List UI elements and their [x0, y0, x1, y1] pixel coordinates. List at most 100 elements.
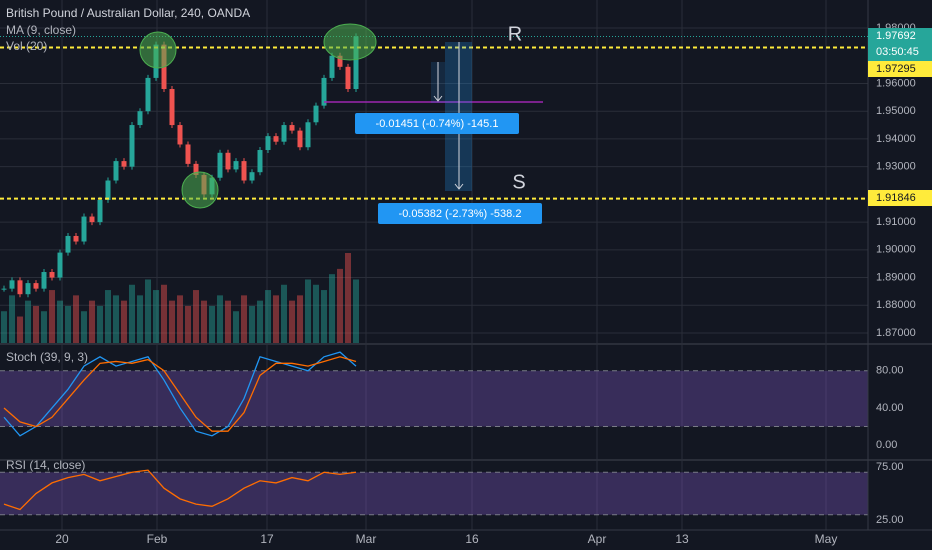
- countdown-label: 03:50:45: [876, 46, 919, 58]
- volume-bar: [145, 279, 151, 343]
- volume-bar: [233, 311, 239, 343]
- stoch-legend: Stoch (39, 9, 3): [6, 350, 88, 364]
- price-tick-label: 1.87000: [876, 327, 916, 339]
- candle-body: [49, 272, 55, 278]
- candle-body: [9, 280, 15, 289]
- candle-body: [345, 66, 351, 90]
- time-tick-label: 13: [675, 532, 689, 546]
- candle-body: [97, 199, 103, 223]
- candle-body: [17, 280, 23, 295]
- candle-body: [105, 180, 111, 200]
- candle-body: [329, 55, 335, 78]
- measure-label-box: [378, 203, 542, 224]
- candle-body: [193, 163, 199, 175]
- volume-bar: [265, 290, 271, 343]
- volume-bar: [257, 300, 263, 343]
- indicator-tick-label: 25.00: [876, 514, 904, 526]
- pane-divider: [0, 459, 932, 461]
- volume-bar: [225, 300, 231, 343]
- time-tick-label: May: [815, 532, 838, 546]
- volume-bar: [193, 290, 199, 343]
- volume-bar: [185, 305, 191, 343]
- volume-bar: [329, 274, 335, 343]
- candle-body: [257, 150, 263, 173]
- volume-bar: [305, 279, 311, 343]
- volume-bar: [281, 284, 287, 343]
- candle-body: [321, 77, 327, 106]
- volume-bar: [49, 290, 55, 343]
- ma-legend: MA (9, close): [6, 23, 76, 37]
- price-tick-label: 1.90000: [876, 244, 916, 256]
- volume-bar: [249, 305, 255, 343]
- symbol-title: British Pound / Australian Dollar, 240, …: [6, 6, 250, 20]
- volume-bar: [17, 316, 23, 343]
- volume-bar: [313, 284, 319, 343]
- price-badge-label: 1.97692: [876, 30, 916, 42]
- volume-bar: [241, 295, 247, 343]
- volume-bar: [81, 311, 87, 343]
- volume-bar: [33, 305, 39, 343]
- candle-body: [217, 152, 223, 178]
- pane-divider: [0, 343, 932, 345]
- highlight-circle: [323, 23, 377, 61]
- candle-body: [305, 122, 311, 148]
- highlight-circle: [139, 31, 177, 69]
- candle-body: [121, 161, 127, 167]
- candle-body: [297, 130, 303, 148]
- volume-bar: [201, 300, 207, 343]
- candle-body: [169, 89, 175, 126]
- volume-bar: [1, 311, 7, 343]
- candle-body: [313, 105, 319, 123]
- volume-bar: [153, 290, 159, 343]
- indicator-line: [3, 356, 357, 432]
- candle-body: [233, 161, 239, 170]
- price-tick-label: 1.91000: [876, 216, 916, 228]
- indicator-tick-label: 40.00: [876, 402, 904, 414]
- time-tick-label: 17: [260, 532, 274, 546]
- volume-bar: [89, 300, 95, 343]
- volume-bar: [209, 305, 215, 343]
- band-fill: [0, 472, 868, 515]
- candle-body: [225, 152, 231, 170]
- indicator-line: [3, 469, 357, 511]
- volume-bar: [97, 305, 103, 343]
- volume-bar: [25, 300, 31, 343]
- volume-bar: [129, 284, 135, 343]
- band-fill: [0, 370, 868, 427]
- indicator-tick-label: 80.00: [876, 365, 904, 377]
- candle-body: [73, 235, 79, 242]
- price-badge-label: 1.97295: [876, 63, 916, 75]
- candle-body: [185, 144, 191, 164]
- volume-bar: [57, 300, 63, 343]
- volume-bar: [217, 295, 223, 343]
- candle-body: [249, 172, 255, 181]
- candle-body: [265, 136, 271, 151]
- volume-bar: [137, 295, 143, 343]
- price-badge: [868, 190, 932, 206]
- price-tick-label: 1.95000: [876, 105, 916, 117]
- volume-bar: [297, 295, 303, 343]
- candle-body: [113, 161, 119, 181]
- volume-bar: [273, 295, 279, 343]
- candle-body: [289, 125, 295, 131]
- price-badge-label: 1.91846: [876, 192, 916, 204]
- highlight-circle: [181, 171, 219, 209]
- candle-body: [337, 55, 343, 67]
- candle-body: [353, 36, 359, 90]
- candle-body: [81, 216, 87, 242]
- time-tick-label: Apr: [588, 532, 607, 546]
- price-badge: [868, 28, 932, 61]
- range-arrow: [433, 95, 443, 102]
- candle-body: [137, 111, 143, 126]
- resistance-label: R: [508, 23, 522, 45]
- candle-body: [1, 288, 7, 290]
- price-tick-label: 1.96000: [876, 77, 916, 89]
- candle-body: [25, 283, 31, 295]
- time-tick-label: Feb: [147, 532, 168, 546]
- volume-bar: [169, 300, 175, 343]
- measure-label-box: [355, 113, 519, 134]
- price-tick-label: 1.93000: [876, 161, 916, 173]
- indicator-tick-label: 75.00: [876, 461, 904, 473]
